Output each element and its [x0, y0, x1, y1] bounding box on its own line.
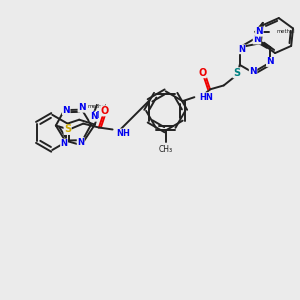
- Text: O: O: [198, 68, 206, 78]
- Text: N: N: [266, 58, 274, 67]
- Text: N: N: [78, 103, 86, 112]
- Text: S: S: [64, 124, 71, 134]
- Text: N: N: [90, 112, 98, 121]
- Text: N: N: [238, 45, 245, 54]
- Text: N: N: [61, 139, 68, 148]
- Text: S: S: [233, 68, 240, 78]
- Text: N: N: [62, 106, 70, 115]
- Text: N: N: [77, 138, 84, 147]
- Text: N: N: [91, 111, 99, 120]
- Text: NH: NH: [116, 129, 130, 138]
- Text: methyl: methyl: [277, 29, 296, 34]
- Text: N: N: [253, 35, 261, 44]
- Text: O: O: [100, 106, 109, 116]
- Text: methyl: methyl: [87, 104, 106, 110]
- Text: HN: HN: [199, 93, 213, 102]
- Text: N: N: [256, 27, 263, 36]
- Text: N: N: [249, 67, 257, 76]
- Text: CH₃: CH₃: [159, 145, 173, 154]
